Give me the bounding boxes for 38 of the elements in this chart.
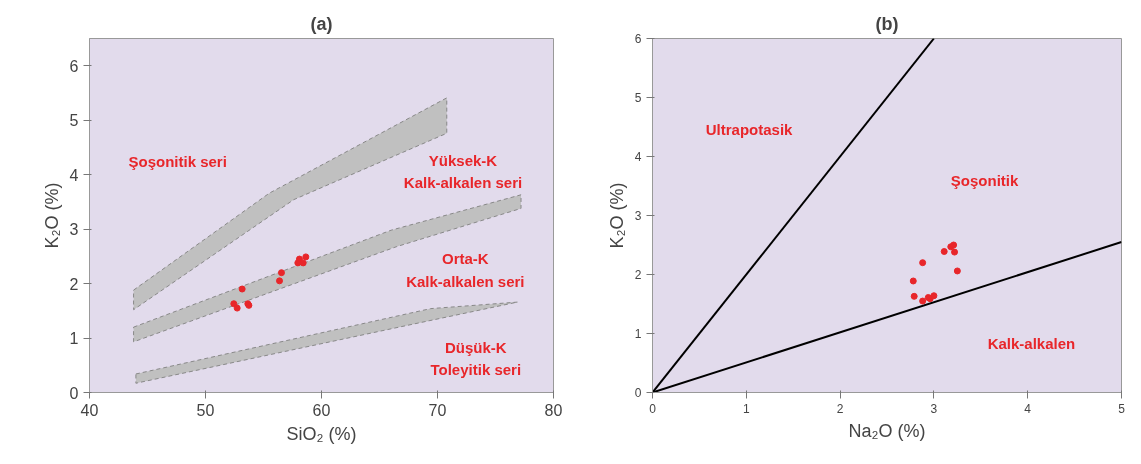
y-tick-label: 0 [634,386,642,400]
x-tick-label: 4 [1024,401,1032,416]
chart-title: (b) [875,13,899,34]
y-tick-label: 1 [69,330,79,348]
annotation: Ultrapotasik [705,120,794,138]
y-tick-label: 2 [69,275,79,293]
x-axis-title: SiO₂ (%) [286,423,357,444]
annotation: Yüksek-K Kalk-alkalen seri [403,151,523,191]
y-tick-label: 3 [634,209,642,223]
y-tick-label: 6 [634,32,642,46]
y-tick-label: 4 [634,150,642,164]
annotation: Orta-K Kalk-alkalen seri [406,250,525,290]
y-tick-label: 3 [69,221,79,239]
y-tick-label: 2 [634,268,642,282]
y-tick-label: 6 [69,57,79,75]
annotation: Kalk-alkalen [987,335,1076,353]
y-tick-label: 5 [634,91,642,105]
x-tick-label: 0 [649,401,657,416]
x-tick-label: 50 [196,401,215,419]
x-tick-label: 5 [1118,401,1126,416]
x-tick-label: 70 [428,401,447,419]
y-tick-label: 5 [69,112,79,130]
y-axis-title: K₂O (%) [606,182,627,249]
x-axis-title: Na₂O (%) [848,420,926,441]
x-tick-label: 80 [544,401,563,419]
x-tick-label: 60 [312,401,331,419]
x-tick-label: 3 [930,401,938,416]
x-tick-label: 40 [80,401,99,419]
x-tick-label: 2 [836,401,844,416]
y-tick-label: 1 [634,327,642,341]
annotation: Düşük-K Toleyitik seri [430,338,522,378]
annotation: Şoşonitik seri [128,153,227,171]
chart-title: (a) [310,13,333,34]
x-tick-label: 1 [742,401,750,416]
annotation: Şoşonitik [950,172,1019,190]
y-tick-label: 4 [69,166,79,184]
y-axis-title: K₂O (%) [41,182,62,249]
y-tick-label: 0 [69,384,79,402]
